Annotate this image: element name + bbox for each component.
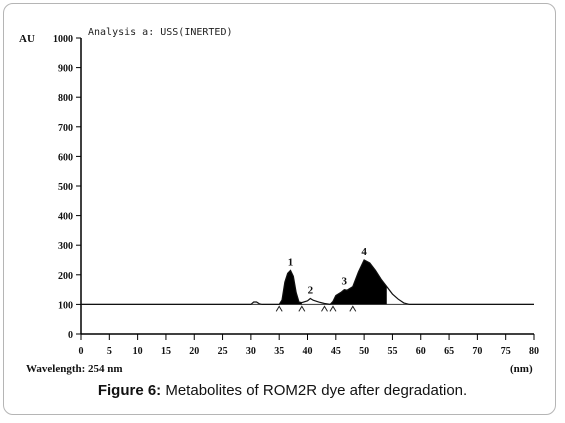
y-tick-label: 0 xyxy=(68,330,73,341)
x-tick-label: 0 xyxy=(79,346,84,357)
y-tick-label: 200 xyxy=(58,271,73,282)
analysis-header: Analysis a: USS(INERTED) xyxy=(88,27,233,38)
x-tick-label: 15 xyxy=(161,346,171,357)
y-tick-label: 300 xyxy=(58,241,73,252)
x-tick-label: 55 xyxy=(387,346,397,357)
signal-line xyxy=(81,259,534,306)
figure-frame xyxy=(3,3,556,415)
y-tick-label: 400 xyxy=(58,212,73,223)
y-tick-label: 1000 xyxy=(53,34,73,45)
x-tick-label: 25 xyxy=(218,346,228,357)
axes-group: 0 100 200 300 400 500 600 700 800 900 1000 0 5 10 15 20… xyxy=(53,34,539,357)
x-tick-label: 70 xyxy=(472,346,482,357)
x-tick-label: 20 xyxy=(189,346,199,357)
integration-marker xyxy=(298,305,306,312)
x-tick-label: 65 xyxy=(444,346,454,357)
peak-label-4: 4 xyxy=(361,246,367,258)
integration-marker xyxy=(275,305,283,312)
x-tick-label: 10 xyxy=(133,346,143,357)
y-tick-label: 100 xyxy=(58,300,73,311)
integration-marker xyxy=(329,305,337,312)
peak-label-3: 3 xyxy=(342,276,348,288)
x-tick-label: 75 xyxy=(501,346,511,357)
x-tick-label: 5 xyxy=(107,346,112,357)
peak-fill-1 xyxy=(279,270,302,305)
caption-text: Metabolites of ROM2R dye after degradati… xyxy=(165,382,468,399)
wavelength-label: Wavelength: 254 nm xyxy=(26,363,123,375)
figure-caption: Figure 6: Metabolites of ROM2R dye after… xyxy=(0,382,565,399)
caption-label: Figure 6: xyxy=(97,382,162,399)
peak-label-1: 1 xyxy=(288,256,294,268)
y-tick-label: 500 xyxy=(58,182,73,193)
x-tick-label: 60 xyxy=(416,346,426,357)
x-tick-label: 45 xyxy=(331,346,341,357)
integration-marker xyxy=(349,305,357,312)
x-tick-label: 35 xyxy=(274,346,284,357)
y-axis-label: AU xyxy=(19,33,35,45)
x-tick-label: 30 xyxy=(246,346,256,357)
x-axis-label: (nm) xyxy=(510,363,533,375)
x-tick-label: 40 xyxy=(303,346,313,357)
plot-group: 1 2 3 4 xyxy=(81,246,534,312)
peak-label-2: 2 xyxy=(308,284,314,296)
x-tick-label: 80 xyxy=(529,346,539,357)
y-tick-label: 900 xyxy=(58,64,73,75)
integration-marker xyxy=(321,305,328,312)
peak-fill-2 xyxy=(330,260,387,305)
y-tick-label: 700 xyxy=(58,123,73,134)
y-tick-label: 600 xyxy=(58,152,73,163)
x-tick-label: 50 xyxy=(359,346,369,357)
y-tick-label: 800 xyxy=(58,93,73,104)
